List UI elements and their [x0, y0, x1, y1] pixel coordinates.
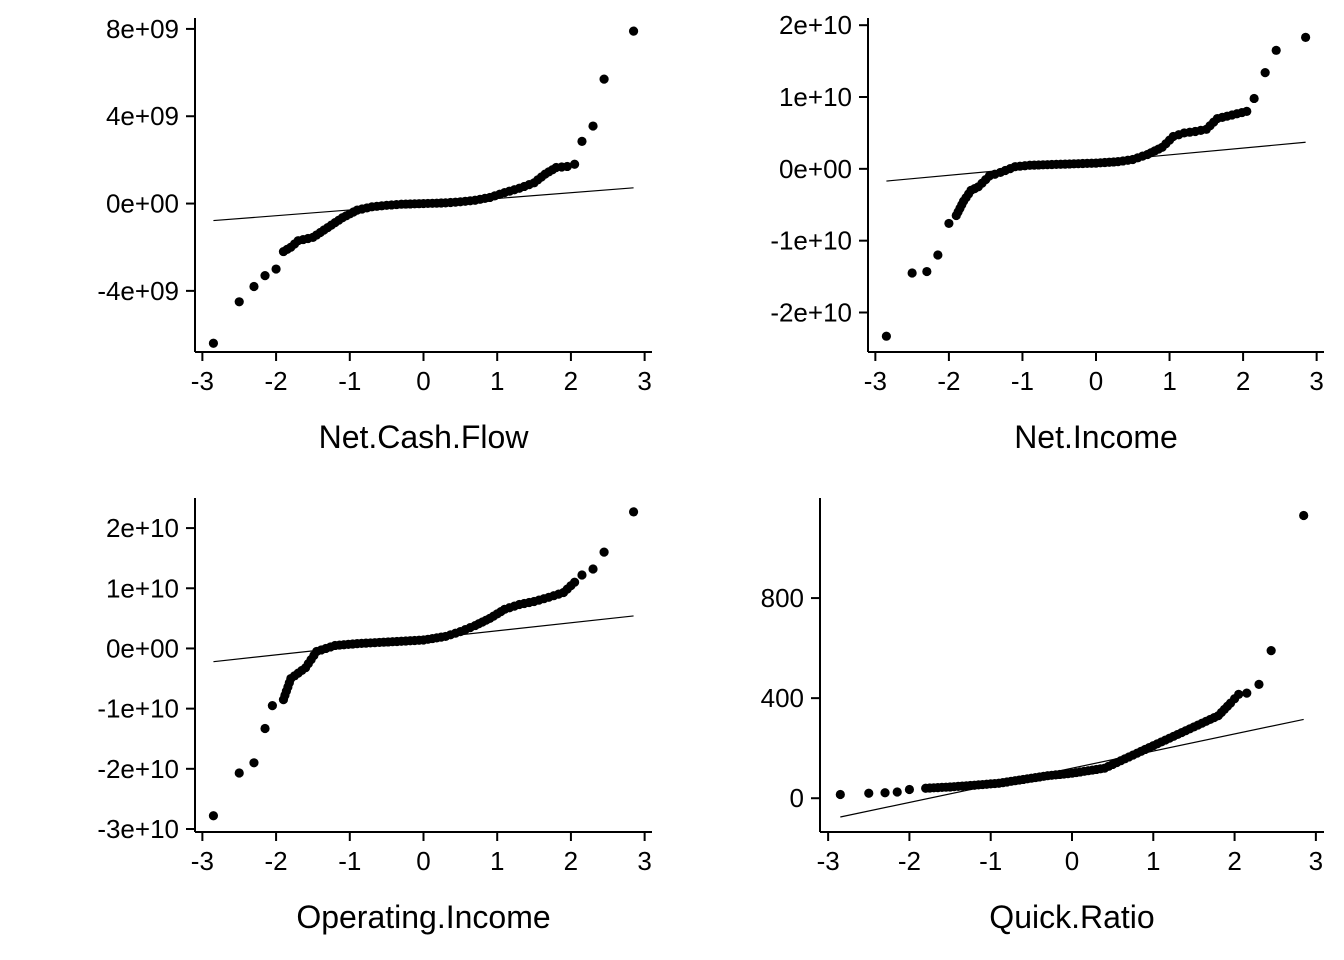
qq-panel-3: -3 -2 -1 0 1 2 3 -3e+10 -2e+10 -1e+10 0e+00 1e+10 2e… [97, 498, 652, 935]
x-tick-label: 1 [1162, 366, 1176, 396]
qq-panel-4: -3 -2 -1 0 1 2 3 0 400 800 Quick.Ratio [761, 498, 1324, 935]
data-point [1254, 679, 1264, 689]
x-tick-label: -1 [979, 846, 1002, 876]
data-point [599, 547, 609, 557]
y-tick-label: 2e+10 [106, 513, 179, 543]
y-tick-label: 0e+00 [779, 154, 852, 184]
data-point [249, 758, 259, 768]
data-point [1299, 510, 1309, 521]
data-point [864, 788, 874, 798]
x-axis-title: Operating.Income [296, 899, 550, 935]
x-tick-label: -2 [937, 366, 960, 396]
y-tick-label: 800 [761, 583, 804, 613]
y-tick-label: 1e+10 [106, 573, 179, 603]
y-tick-label: 1e+10 [779, 82, 852, 112]
data-point [249, 281, 259, 292]
x-axis-title: Quick.Ratio [989, 899, 1154, 935]
data-point [944, 218, 954, 229]
y-tick-label: 0e+00 [106, 633, 179, 663]
x-tick-label: -2 [265, 366, 288, 396]
y-tick-label: -1e+10 [97, 694, 179, 724]
x-tick-label: 0 [1089, 366, 1103, 396]
qq-panel-2: -3 -2 -1 0 1 2 3 -2e+10 -1e+10 0e+00 1e+10 2e+10 Net… [770, 10, 1324, 455]
data-point [570, 159, 580, 169]
data-point [1271, 45, 1281, 55]
data-point [208, 338, 219, 348]
data-point [907, 268, 917, 278]
x-tick-label: 2 [1236, 366, 1250, 396]
x-tick-label: 0 [1065, 846, 1079, 876]
data-point [271, 264, 281, 274]
x-tick-label: 1 [490, 366, 504, 396]
data-point [260, 270, 270, 281]
y-tick-label: -2e+10 [97, 754, 179, 784]
x-tick-label: -1 [338, 846, 361, 876]
data-point [1266, 646, 1276, 656]
y-tick-label: -1e+10 [770, 226, 852, 256]
qq-panel-1: -3 -2 -1 0 1 2 3 -4e+09 0e+00 4e+09 8e+09 Net.Cash.… [97, 14, 652, 455]
data-point [208, 811, 219, 821]
x-tick-label: 1 [490, 846, 504, 876]
data-point [1242, 688, 1252, 698]
x-tick-label: 3 [1309, 366, 1323, 396]
x-tick-label: -1 [1011, 366, 1034, 396]
y-tick-label: 400 [761, 683, 804, 713]
x-tick-label: 2 [564, 846, 578, 876]
data-point [570, 577, 580, 587]
data-point [628, 26, 639, 36]
y-tick-label: 0e+00 [106, 189, 179, 219]
data-point [1234, 689, 1244, 699]
data-point [904, 784, 915, 795]
y-tick-label: 2e+10 [779, 10, 852, 40]
data-point [1249, 93, 1259, 104]
data-point [260, 723, 270, 734]
data-point [562, 161, 572, 172]
x-tick-label: 1 [1146, 846, 1160, 876]
y-tick-label: -3e+10 [97, 814, 179, 844]
x-tick-label: -3 [817, 846, 840, 876]
x-tick-label: 0 [416, 366, 430, 396]
data-point [588, 121, 598, 131]
y-tick-label: 8e+09 [106, 14, 179, 44]
x-tick-label: -3 [864, 366, 887, 396]
data-point [234, 297, 244, 307]
x-tick-label: -3 [191, 366, 214, 396]
x-tick-label: 3 [637, 846, 651, 876]
y-tick-label: 0 [790, 783, 804, 813]
x-tick-label: -1 [338, 366, 361, 396]
y-tick-label: -4e+09 [97, 276, 179, 306]
x-tick-label: 3 [1309, 846, 1323, 876]
data-point [1242, 106, 1252, 116]
x-tick-label: -3 [191, 846, 214, 876]
data-point [628, 507, 639, 517]
data-point [267, 701, 277, 711]
data-point [588, 564, 598, 574]
x-tick-label: 3 [637, 366, 651, 396]
data-point [880, 788, 890, 798]
x-tick-label: 2 [1227, 846, 1241, 876]
x-tick-label: 2 [564, 366, 578, 396]
data-point [1301, 32, 1311, 42]
data-point [577, 136, 587, 146]
data-point [922, 266, 932, 277]
data-point [577, 570, 587, 580]
y-tick-label: 4e+09 [106, 101, 179, 131]
data-point [835, 789, 845, 800]
data-point [933, 250, 943, 260]
data-point [599, 74, 609, 84]
x-tick-label: -2 [898, 846, 921, 876]
x-axis-title: Net.Income [1014, 419, 1178, 455]
x-tick-label: 0 [416, 846, 430, 876]
x-axis-title: Net.Cash.Flow [319, 419, 530, 455]
data-point [234, 768, 244, 778]
data-point [1260, 67, 1270, 78]
x-tick-label: -2 [265, 846, 288, 876]
qq-reference-line [840, 718, 1304, 818]
data-point [881, 331, 891, 341]
data-point [892, 787, 902, 797]
y-tick-label: -2e+10 [770, 297, 852, 327]
